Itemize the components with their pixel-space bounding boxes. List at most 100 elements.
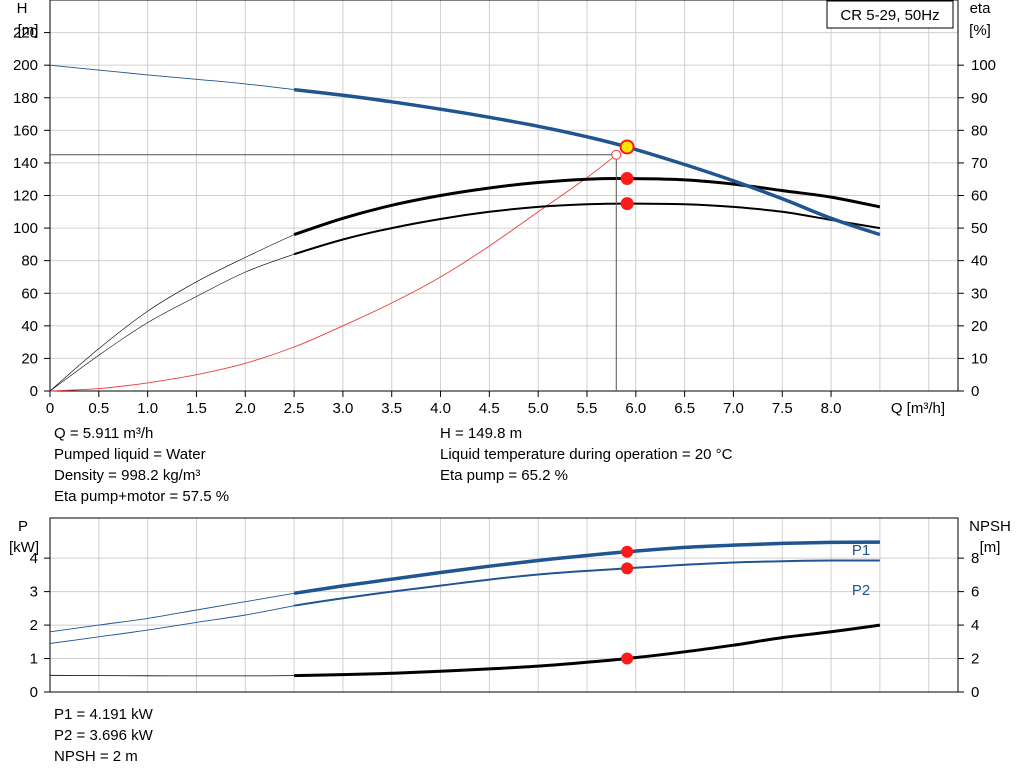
eta-total-point-marker [620,197,634,211]
x-tick-label: 4.5 [479,400,500,417]
npsh-tick-label: 8 [971,550,979,567]
lower-tick-labels: 0 1 2 3 4 0 2 4 6 8 [30,550,980,701]
x-tick-label: 4.0 [430,400,451,417]
system-point-marker [611,149,622,160]
upper-curves [49,64,881,392]
p2-curve [293,559,880,607]
npsh-curve [294,623,881,678]
y-left-tick-label: 60 [21,285,38,302]
flow-readout: Q = 5.911 m³/h [54,425,154,442]
npsh-axis-unit: [m] [980,539,1001,556]
p2-readout: P2 = 3.696 kW [54,727,153,744]
system-curve [49,154,617,392]
power-tick-label: 4 [30,550,38,567]
y-right-tick-label: 10 [971,350,988,367]
eta-pump-motor-curve [293,202,881,256]
y-right-tick-label: 60 [971,188,988,205]
p2-curve-extrapolated [49,605,295,644]
x-tick-label: 7.0 [723,400,744,417]
eta-pump-curve [293,177,881,237]
npsh-tick-label: 4 [971,617,979,634]
y-left-tick-label: 80 [21,253,38,270]
npsh-tick-label: 0 [971,684,979,701]
y-right-label: eta [970,0,992,17]
x-tick-label: 1.5 [186,400,207,417]
p1-curve [293,540,880,596]
x-axis-label: Q [m³/h] [891,400,945,417]
npsh-curve-extrapolated [49,674,295,677]
temperature-readout: Liquid temperature during operation = 20… [440,446,733,463]
x-tick-label: 8.0 [821,400,842,417]
operating-info-left: Q = 5.911 m³/h Pumped liquid = Water Den… [54,423,229,507]
p1-curve-extrapolated [49,592,295,633]
y-right-tick-label: 80 [971,122,988,139]
y-right-tick-label: 20 [971,318,988,335]
y-left-tick-label: 200 [13,57,38,74]
power-tick-label: 2 [30,617,38,634]
eta-pump-curve-extrapolated [49,234,295,392]
x-tick-label: 6.5 [674,400,695,417]
eta-pump-motor-curve-extrapolated [49,253,295,392]
x-tick-label: 2.0 [235,400,256,417]
model-badge-box [826,0,954,29]
npsh-tick-label: 2 [971,651,979,668]
x-tick-label: 0 [46,400,54,417]
operating-info-right: H = 149.8 m Liquid temperature during op… [440,423,732,486]
npsh-axis-label: NPSH [969,518,1011,535]
head-curve-extrapolated [49,64,295,91]
y-right-tick-label: 30 [971,285,988,302]
x-tick-label: 5.5 [577,400,598,417]
y-left-label: H [17,0,28,17]
y-left-tick-label: 40 [21,318,38,335]
series-label-p1: P1 [852,542,870,559]
model-badge-text: CR 5-29, 50Hz [840,7,939,24]
eta-pump-readout: Eta pump = 65.2 % [440,467,568,484]
y-right-unit: [%] [969,22,991,39]
npsh-tick-label: 6 [971,584,979,601]
power-tick-label: 0 [30,684,38,701]
y-right-tick-label: 50 [971,220,988,237]
head-curve [293,87,881,237]
power-axis-label: P [18,518,28,535]
power-axis-unit: [kW] [9,539,39,556]
eta-total-readout: Eta pump+motor = 57.5 % [54,488,230,505]
power-info: P1 = 4.191 kW P2 = 3.696 kW NPSH = 2 m [54,704,153,767]
x-tick-label: 5.0 [528,400,549,417]
npsh-point-marker [621,652,634,665]
y-left-tick-label: 140 [13,155,38,172]
y-left-tick-label: 120 [13,188,38,205]
y-left-tick-label: 20 [21,350,38,367]
y-left-tick-label: 0 [30,383,38,400]
y-right-tick-label: 0 [971,383,979,400]
head-readout: H = 149.8 m [440,425,523,442]
x-tick-label: 3.5 [381,400,402,417]
x-tick-label: 6.0 [625,400,646,417]
y-right-tick-label: 40 [971,253,988,270]
p1-readout: P1 = 4.191 kW [54,706,153,723]
series-label-p2: P2 [852,582,870,599]
x-tick-label: 1.0 [137,400,158,417]
x-tick-label: 3.0 [332,400,353,417]
pumped-liquid-readout: Pumped liquid = Water [54,446,206,463]
model-badge: CR 5-29, 50Hz [826,0,954,29]
y-right-tick-label: 90 [971,90,988,107]
y-left-unit: [m] [18,22,39,39]
y-left-tick-label: 100 [13,220,38,237]
x-tick-label: 7.5 [772,400,793,417]
npsh-readout: NPSH = 2 m [54,748,138,765]
lower-grid [49,518,958,693]
power-tick-label: 1 [30,651,38,668]
lower-curves [49,540,881,678]
x-tick-label: 0.5 [88,400,109,417]
lower-plot-frame [49,517,959,693]
p1-point-marker [621,545,634,558]
y-right-tick-label: 100 [971,57,996,74]
y-left-tick-label: 220 [13,25,38,42]
y-left-tick-label: 160 [13,122,38,139]
y-right-tick-label: 70 [971,155,988,172]
x-tick-label: 2.5 [284,400,305,417]
p2-point-marker [621,562,634,575]
upper-grid [49,0,958,392]
density-readout: Density = 998.2 kg/m³ [54,467,201,484]
